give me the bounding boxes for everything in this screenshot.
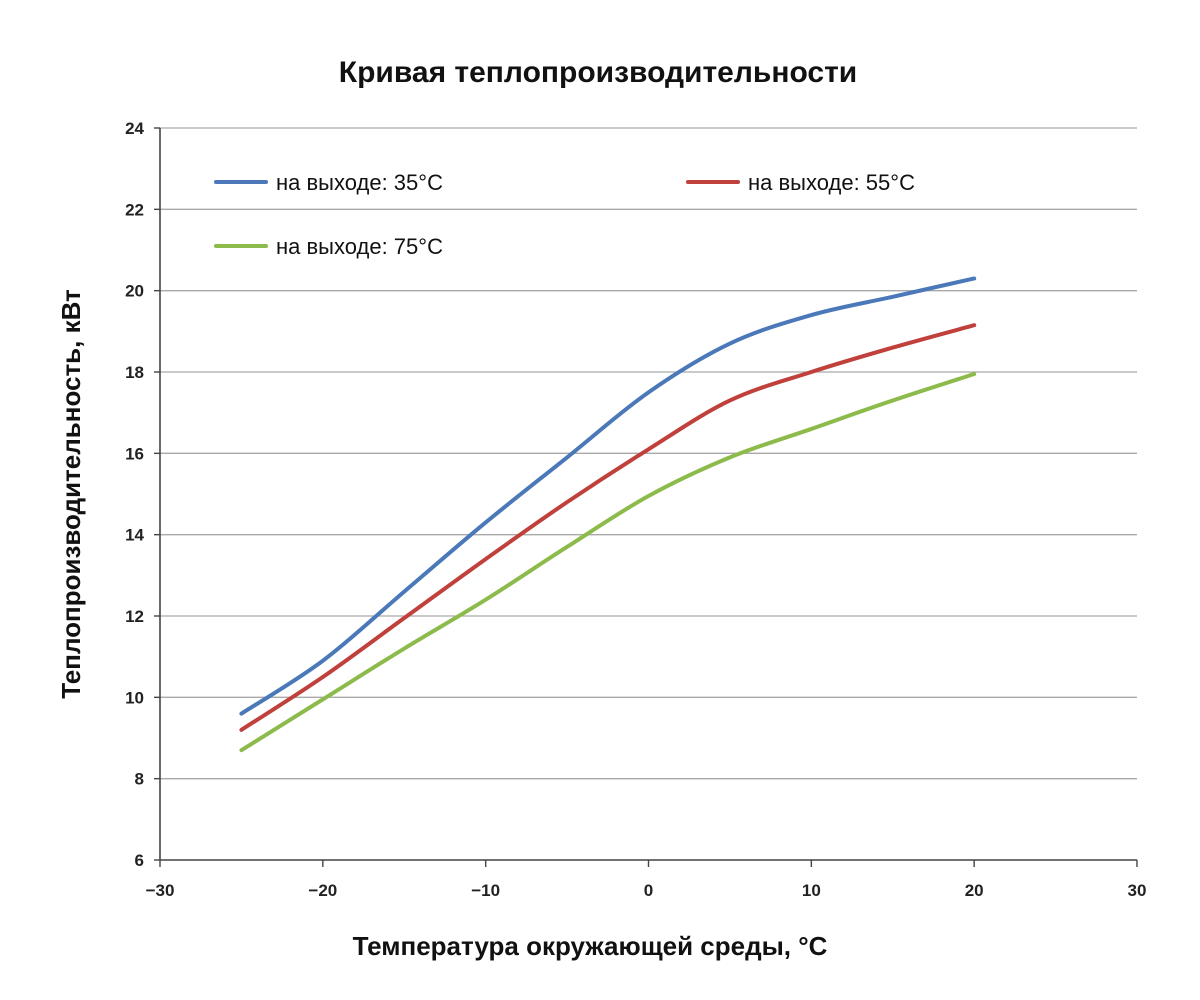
x-axis-title: Температура окружающей среды, °C xyxy=(353,931,828,961)
legend-label: на выходе: 55°C xyxy=(748,170,915,195)
x-tick-label: 20 xyxy=(965,881,984,900)
x-axis-ticks: −30 −20 −10 0 10 20 30 xyxy=(146,860,1147,900)
y-tick-label: 16 xyxy=(125,444,144,463)
y-tick-label: 6 xyxy=(135,851,144,870)
series-lines xyxy=(239,276,977,753)
y-tick-label: 24 xyxy=(125,119,144,138)
grid xyxy=(160,127,1137,780)
x-tick-label: 30 xyxy=(1128,881,1147,900)
legend-label: на выходе: 35°C xyxy=(276,170,443,195)
legend-item-55: на выходе: 55°C xyxy=(686,170,915,195)
y-axis-title: Теплопроизводительность, кВт xyxy=(56,289,86,699)
y-tick-label: 8 xyxy=(135,770,144,789)
series-line-75 xyxy=(239,372,977,753)
x-tick-label: −30 xyxy=(146,881,175,900)
y-tick-label: 20 xyxy=(125,282,144,301)
legend-label: на выходе: 75°C xyxy=(276,234,443,259)
x-tick-label: 10 xyxy=(802,881,821,900)
legend-item-35: на выходе: 35°C xyxy=(214,170,443,195)
y-axis-ticks: 6 8 10 12 14 16 18 20 22 24 xyxy=(125,119,160,870)
x-tick-label: −20 xyxy=(308,881,337,900)
y-tick-label: 22 xyxy=(125,200,144,219)
x-tick-label: 0 xyxy=(644,881,653,900)
x-tick-label: −10 xyxy=(471,881,500,900)
y-tick-label: 10 xyxy=(125,688,144,707)
chart-title: Кривая теплопроизводительности xyxy=(339,56,857,89)
series-line-35 xyxy=(239,276,977,716)
legend-item-75: на выходе: 75°C xyxy=(214,234,443,259)
y-tick-label: 12 xyxy=(125,607,144,626)
y-tick-label: 14 xyxy=(125,526,144,545)
legend: на выходе: 35°C на выходе: 55°C на выходе:… xyxy=(214,170,915,259)
y-tick-label: 18 xyxy=(125,363,144,382)
series-line-55 xyxy=(239,323,977,732)
